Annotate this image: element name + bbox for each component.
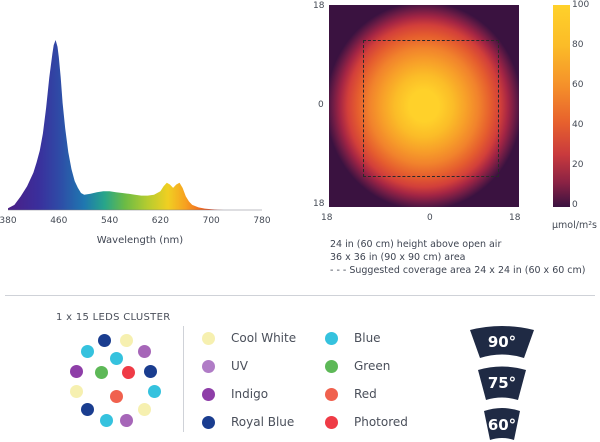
note-coverage: - - - Suggested coverage area 24 x 24 in…	[330, 265, 586, 276]
colorbar-tick: 40	[572, 120, 584, 130]
colorbar-tick: 80	[572, 40, 584, 50]
spectrum-x-label: Wavelength (nm)	[96, 235, 184, 246]
colorbar-tick: 100	[572, 0, 590, 10]
beam-angle-90-label: 90°	[488, 333, 516, 351]
spectrum-x-tick: 620	[152, 216, 169, 226]
legend-label: Indigo	[231, 387, 269, 401]
led-dot	[138, 403, 151, 416]
colorbar-tick: 20	[572, 160, 584, 170]
led-dot	[148, 385, 161, 398]
led-dot	[110, 390, 123, 403]
colorbar-tick: 0	[572, 200, 578, 210]
legend-label: Photored	[354, 415, 408, 429]
led-dot	[120, 414, 133, 427]
spectrum-x-tick: 540	[101, 216, 118, 226]
led-dot	[70, 385, 83, 398]
heatmap-y-tick-bottom: 18	[313, 199, 325, 209]
spectrum-x-tick: 460	[50, 216, 67, 226]
beam-angle-60-label: 60°	[488, 416, 516, 434]
legend-swatch	[202, 388, 215, 401]
spectrum-chart: 380 460 540 620 700 780	[0, 40, 271, 226]
section-divider	[5, 295, 595, 296]
led-dot	[110, 352, 123, 365]
led-dot	[70, 365, 83, 378]
note-height: 24 in (60 cm) height above open air	[330, 239, 502, 250]
legend-label: Red	[354, 387, 377, 401]
led-dot	[95, 366, 108, 379]
beam-angle-badges: 90° 75° 60°	[470, 326, 534, 440]
legend-swatch	[202, 360, 215, 373]
legend-label: Royal Blue	[231, 415, 295, 429]
heatmap-y-tick-top: 18	[313, 1, 325, 11]
beam-angle-90-badge: 90°	[470, 326, 534, 358]
colorbar-unit: μmol/m²s	[552, 220, 597, 231]
heatmap-x-tick-left: 18	[321, 213, 333, 223]
led-dot	[100, 414, 113, 427]
led-dot	[81, 345, 94, 358]
legend-swatch	[202, 332, 215, 345]
legend-divider	[183, 326, 184, 432]
legend-label: Cool White	[231, 331, 297, 345]
spectrum-x-tick: 780	[253, 216, 270, 226]
legend-swatch	[325, 332, 338, 345]
legend-swatch	[325, 388, 338, 401]
led-dot	[120, 334, 133, 347]
spectrum-x-ticks: 380 460 540 620 700 780	[0, 216, 271, 226]
led-cluster	[60, 330, 170, 430]
legend-swatch	[325, 360, 338, 373]
legend-label: UV	[231, 359, 248, 373]
led-dot	[81, 403, 94, 416]
par-heatmap	[329, 5, 519, 207]
coverage-dashed-box	[363, 40, 499, 177]
spectrum-x-tick: 380	[0, 216, 17, 226]
heatmap-y-tick-mid: 0	[318, 100, 324, 110]
colorbar	[553, 5, 570, 207]
heatmap-field	[329, 5, 519, 207]
legend-label: Blue	[354, 331, 381, 345]
beam-angle-75-label: 75°	[488, 374, 516, 392]
spectrum-area	[8, 40, 224, 210]
heatmap-x-tick-mid: 0	[427, 213, 433, 223]
spectrum-x-tick: 700	[203, 216, 220, 226]
legend-label: Green	[354, 359, 391, 373]
colorbar-tick: 60	[572, 80, 584, 90]
legend-swatch	[202, 416, 215, 429]
led-dot	[144, 365, 157, 378]
led-dot	[98, 334, 111, 347]
heatmap-x-tick-right: 18	[509, 213, 521, 223]
cluster-title: 1 x 15 LEDS CLUSTER	[56, 312, 171, 323]
legend-swatch	[325, 416, 338, 429]
led-dot	[138, 345, 151, 358]
led-dot	[122, 366, 135, 379]
beam-angle-75-badge: 75°	[478, 366, 526, 400]
beam-angle-60-badge: 60°	[484, 408, 520, 440]
note-area: 36 x 36 in (90 x 90 cm) area	[330, 252, 466, 263]
